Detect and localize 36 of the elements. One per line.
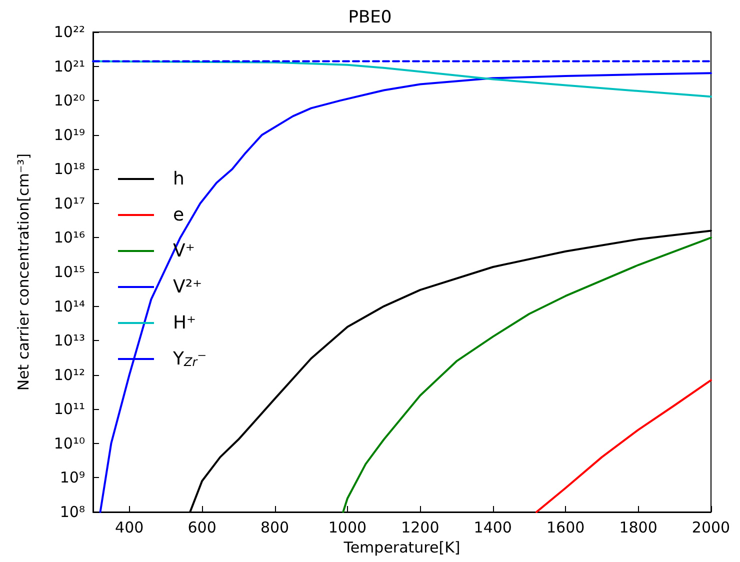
y-tick-label: 10²⁰ xyxy=(54,92,85,110)
y-tick-label: 10¹⁰ xyxy=(54,434,85,452)
x-tick-label: 1600 xyxy=(546,518,585,536)
x-tick-label: 1400 xyxy=(474,518,512,536)
legend-label: YZr⁻ xyxy=(172,348,207,370)
legend-label: H⁺ xyxy=(173,312,196,334)
line-series xyxy=(342,236,712,513)
x-tick-label: 600 xyxy=(188,518,216,536)
x-tick-label: 1000 xyxy=(328,518,367,536)
y-tick-label: 10¹⁴ xyxy=(54,297,85,316)
y-tick-label: 10¹⁵ xyxy=(54,263,85,281)
y-tick-label: 10¹² xyxy=(54,366,85,384)
x-tick-label: 800 xyxy=(260,518,290,536)
y-tick-label: 10²¹ xyxy=(54,57,85,76)
chart-title: PBE0 xyxy=(348,8,392,28)
y-tick-label: 10⁸ xyxy=(60,503,85,521)
line-series xyxy=(99,72,712,513)
y-tick-label: 10¹¹ xyxy=(54,400,85,418)
y-tick-label: 10¹⁷ xyxy=(54,194,85,212)
x-axis-title: Temperature[K] xyxy=(342,538,460,556)
y-axis-title: Net carrier concentration[cm⁻³] xyxy=(14,153,32,391)
y-tick-label: 10¹³ xyxy=(54,332,85,350)
line-series xyxy=(536,379,712,513)
legend-label: V²⁺ xyxy=(173,276,202,298)
legend-label: h xyxy=(173,168,184,190)
y-tick-label: 10¹⁹ xyxy=(54,126,85,144)
y-tick-label: 10²² xyxy=(54,23,85,41)
y-tick-label: 10¹⁶ xyxy=(54,228,85,247)
x-tick-label: 2000 xyxy=(692,518,730,536)
y-tick-label: 10⁹ xyxy=(60,468,85,487)
legend-label: e xyxy=(173,204,184,226)
y-tick-label: 10¹⁸ xyxy=(54,160,85,178)
x-tick-label: 1200 xyxy=(401,518,440,536)
x-tick-label: 400 xyxy=(115,518,144,536)
legend-label: V⁺ xyxy=(173,240,195,262)
x-tick-label: 1800 xyxy=(619,518,658,536)
